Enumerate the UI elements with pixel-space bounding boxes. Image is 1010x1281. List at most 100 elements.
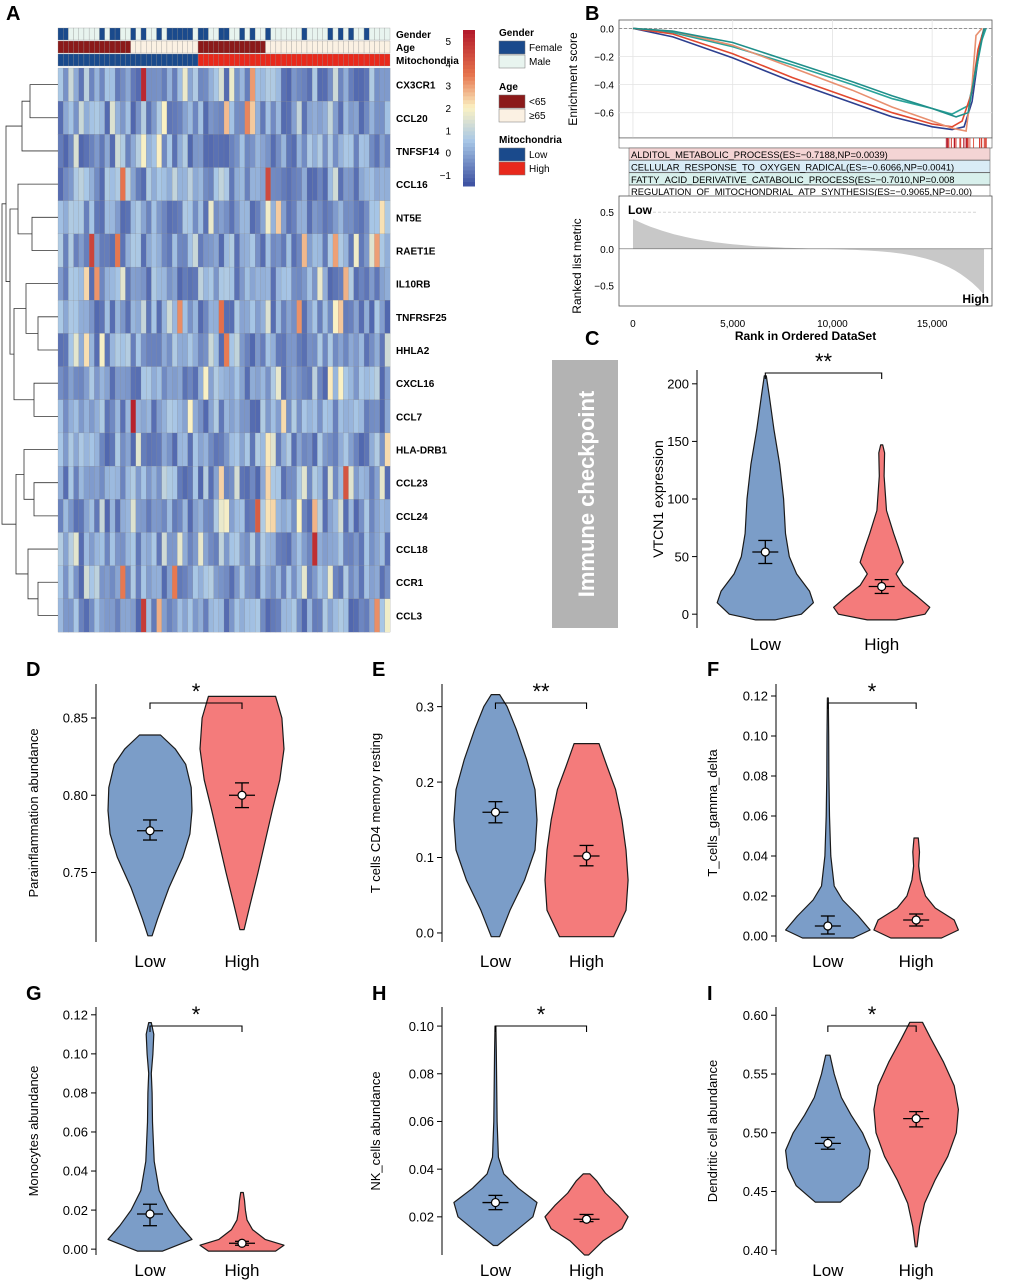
- heatmap-cell: [182, 200, 188, 235]
- colorbar-segment: [463, 33, 475, 39]
- heatmap-cell: [244, 565, 251, 600]
- heatmap-cell: [317, 432, 323, 467]
- heatmap-cell: [114, 266, 121, 301]
- heatmap-cell: [317, 134, 323, 168]
- heatmap-cell: [187, 300, 194, 334]
- heatmap-cell: [249, 432, 256, 467]
- heatmap-cell: [203, 67, 209, 102]
- heatmap-cell: [353, 200, 360, 235]
- legend-swatch: [498, 94, 526, 109]
- heatmap-cell: [306, 266, 313, 301]
- gene-set-label: ALDITOL_METABOLIC_PROCESS(ES=−0.7188,NP=…: [631, 149, 888, 160]
- heatmap-cell: [270, 233, 277, 268]
- heatmap-cell: [260, 300, 266, 334]
- heatmap-cell: [343, 333, 349, 367]
- mito-track-cell: [197, 53, 204, 67]
- heatmap-cell: [384, 67, 391, 102]
- mito-track-cell: [83, 53, 90, 67]
- heatmap-cell: [291, 167, 297, 202]
- heatmap-cell: [213, 565, 220, 600]
- heatmap-cell: [140, 532, 147, 566]
- heatmap-cell: [177, 565, 183, 600]
- heatmap-cell: [135, 598, 142, 633]
- heatmap-cell: [161, 266, 168, 301]
- heatmap-cell: [338, 399, 344, 434]
- significance-stars: **: [532, 679, 550, 704]
- heatmap-cell: [187, 366, 194, 401]
- heatmap-cell: [229, 200, 235, 235]
- heatmap-cell: [312, 499, 318, 533]
- heatmap-cell: [265, 432, 271, 467]
- heatmap-cell: [312, 565, 318, 600]
- high-category-label: High: [569, 1261, 604, 1280]
- age-track-cell: [73, 40, 79, 54]
- panel-letter-c: C: [585, 328, 599, 350]
- heatmap-cell: [296, 67, 303, 102]
- age-track-cell: [88, 40, 95, 54]
- gender-track-cell: [244, 27, 251, 41]
- heatmap-cell: [374, 598, 380, 633]
- significance-bracket: [827, 1025, 917, 1032]
- heatmap-cell: [374, 466, 380, 500]
- high-mean-point: [877, 581, 887, 592]
- heatmap-cell: [384, 466, 391, 500]
- heatmap-cell: [255, 499, 261, 533]
- high-mean-point: [237, 790, 247, 800]
- heatmap-cell: [187, 266, 194, 301]
- heatmap-cell: [135, 200, 142, 235]
- heatmap-cell: [312, 266, 318, 301]
- heatmap-cell: [68, 598, 74, 633]
- significance-bracket: [764, 372, 883, 379]
- colorbar-tick-label: 1: [445, 126, 451, 137]
- age-track-cell: [296, 40, 302, 54]
- heatmap-cell: [363, 134, 370, 168]
- heatmap-cell: [223, 333, 230, 367]
- gender-track-cell: [301, 27, 308, 41]
- heatmap-cell: [275, 134, 282, 168]
- high-mean-point: [911, 1114, 921, 1124]
- heatmap-cell: [166, 399, 173, 434]
- heatmap-cell: [177, 266, 183, 301]
- heatmap-cell: [208, 532, 214, 566]
- rank-tick-label: 0: [630, 319, 636, 330]
- heatmap-cell: [57, 200, 64, 235]
- heatmap-cell: [172, 266, 178, 301]
- heatmap-cell: [332, 499, 339, 533]
- heatmap-cell: [120, 565, 126, 600]
- heatmap-cell: [203, 167, 209, 202]
- significance-stars: **: [815, 349, 833, 374]
- age-track-cell: [239, 40, 245, 54]
- heatmap-cell: [249, 101, 256, 135]
- heatmap-cell: [312, 67, 318, 102]
- age-track-cell: [78, 40, 85, 54]
- heatmap-cell: [223, 532, 230, 566]
- heatmap-cell: [104, 300, 111, 334]
- legend-swatch: [498, 147, 526, 162]
- heatmap-cell: [130, 233, 137, 268]
- heatmap-cell: [114, 200, 121, 235]
- high-category-label: High: [225, 1261, 260, 1280]
- heatmap-cell: [338, 134, 344, 168]
- heatmap-cell: [384, 598, 391, 633]
- heatmap-cell: [338, 466, 344, 500]
- heatmap-cell: [229, 466, 235, 500]
- heatmap-cell: [156, 399, 163, 434]
- heatmap-cell: [151, 399, 157, 434]
- heatmap-cell: [363, 101, 370, 135]
- colorbar-segment: [463, 111, 475, 117]
- low-category-label: Low: [480, 1261, 512, 1280]
- heatmap-cell: [348, 167, 354, 202]
- gender-track-cell: [327, 27, 334, 41]
- heatmap-cell: [125, 134, 131, 168]
- heatmap-cell: [270, 499, 277, 533]
- heatmap-cell: [291, 499, 297, 533]
- legend-label: Male: [529, 57, 551, 68]
- mito-track-cell: [187, 53, 194, 67]
- heatmap-cell: [213, 134, 220, 168]
- heatmap-cell: [187, 200, 194, 235]
- heatmap-cell: [104, 101, 111, 135]
- age-track-cell: [83, 40, 90, 54]
- heatmap-cell: [369, 333, 375, 367]
- heatmap-cell: [218, 366, 225, 401]
- heatmap-cell: [332, 266, 339, 301]
